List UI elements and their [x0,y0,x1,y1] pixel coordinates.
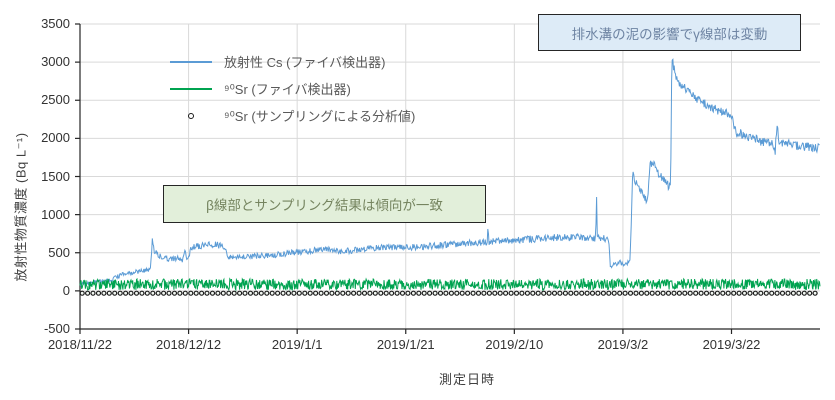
y-tick-label: 2500 [41,92,70,108]
cs-line-swatch-wrap [170,60,212,63]
legend-label-sr-sampling: ⁹⁰Sr (サンプリングによる分析値) [224,109,416,124]
annotation-beta-note: β線部とサンプリング結果は傾向が一致 [163,185,486,223]
x-tick-label: 2019/2/10 [485,337,544,352]
legend: 放射性 Cs (ファイバ検出器) ⁹⁰Sr (ファイバ検出器) ⁹⁰Sr (サン… [170,48,415,129]
x-tick-label: 2019/3/2 [597,337,649,352]
x-tick-label: 2018/12/12 [156,337,222,352]
annotation-gamma-note: 排水溝の泥の影響でγ線部は変動 [538,14,801,51]
legend-label-cs: 放射性 Cs (ファイバ検出器) [224,55,386,70]
x-tick-label: 2019/1/21 [376,337,435,352]
legend-label-sr-fiber: ⁹⁰Sr (ファイバ検出器) [224,82,351,97]
legend-item-sr-sampling: ⁹⁰Sr (サンプリングによる分析値) [170,102,415,129]
x-axis-title: 測定日時 [438,372,495,387]
y-tick-label: 2000 [41,130,70,146]
legend-item-cs: 放射性 Cs (ファイバ検出器) [170,48,415,75]
legend-item-sr-fiber: ⁹⁰Sr (ファイバ検出器) [170,75,415,102]
sr-dot-swatch [188,112,194,119]
y-tick-label: 3500 [41,16,70,31]
sr-line-swatch-wrap [170,87,212,90]
sr-dot-swatch-wrap [170,112,212,119]
cs-line-swatch [170,60,212,63]
x-tick-label: 2018/11/22 [47,337,113,352]
y-tick-label: 0 [62,282,70,298]
x-tick-label: 2019/3/22 [702,337,761,352]
y-tick-label: 1000 [41,206,70,222]
y-tick-label: 500 [48,244,70,260]
sr-line-swatch [170,87,212,90]
x-tick-label: 2019/1/1 [271,337,323,352]
y-tick-label: -500 [43,321,70,336]
y-tick-label: 1500 [41,168,70,184]
y-tick-label: 3000 [41,54,70,70]
